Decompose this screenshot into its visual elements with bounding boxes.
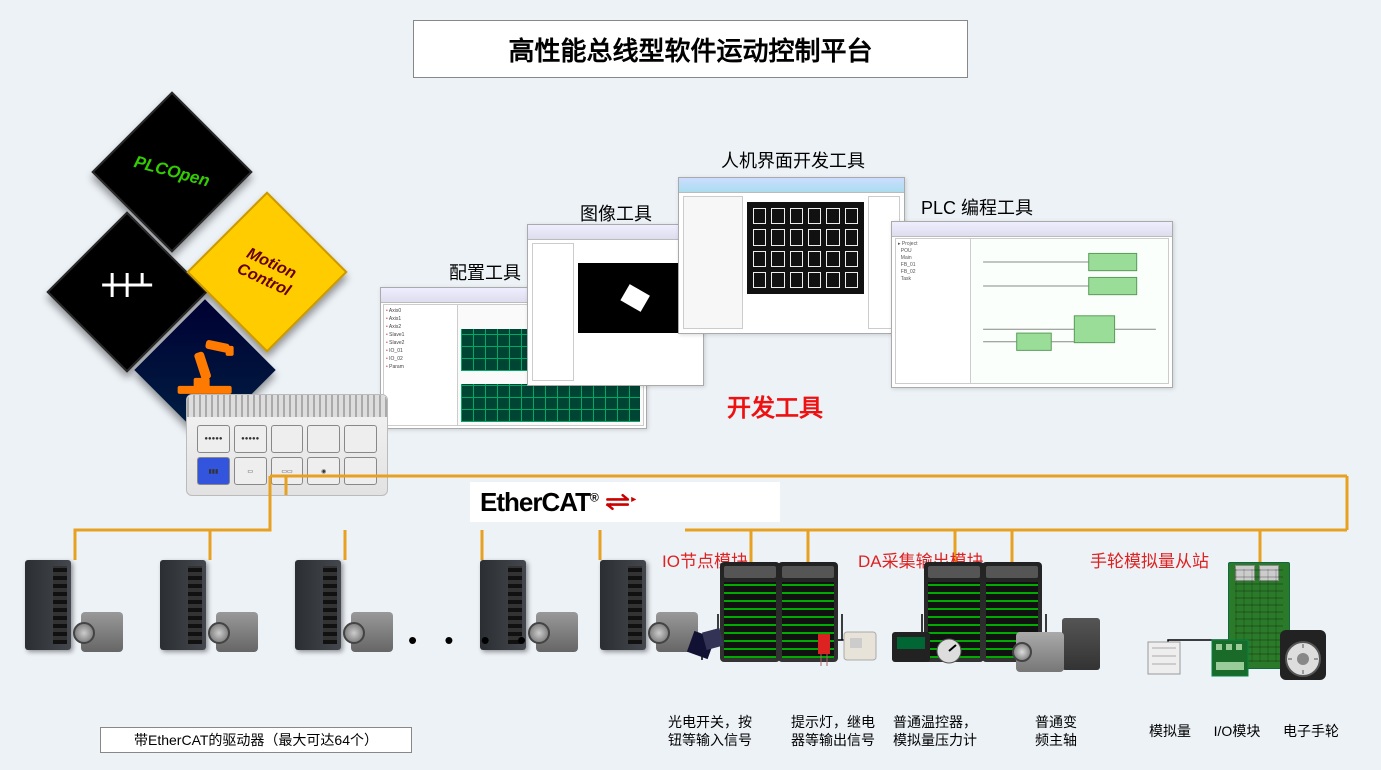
wheel-sub-2: I/O模块 bbox=[1202, 722, 1272, 740]
ethercat-name: EtherCAT bbox=[480, 487, 590, 517]
drive-ellipsis: • • • • bbox=[408, 625, 536, 656]
controller-ipc: ●●●●● ●●●●● ▮▮▮ ▭ ▭▭ ◉ bbox=[186, 394, 388, 496]
ethercat-reg: ® bbox=[590, 490, 598, 504]
window-hmi-tool bbox=[678, 177, 905, 334]
port-vga: ▮▮▮ bbox=[197, 457, 230, 485]
opto-switch-icon bbox=[682, 626, 730, 675]
wheel-sub-1: 模拟量 bbox=[1140, 722, 1200, 740]
temp-controller-icon bbox=[890, 626, 934, 673]
servo-drives-row bbox=[25, 560, 665, 710]
servo-drive bbox=[25, 560, 145, 650]
wheel-sub-3: 电子手轮 bbox=[1276, 722, 1346, 740]
label-config-tool: 配置工具 bbox=[449, 259, 521, 285]
title-banner: 高性能总线型软件运动控制平台 bbox=[413, 20, 968, 78]
port-usb: ▭▭ bbox=[271, 457, 304, 485]
badge-plcopen-label: PLCOpen bbox=[132, 152, 212, 191]
io-sub-caption-1: 光电开关，按 钮等输入信号 bbox=[655, 713, 765, 749]
da-sub-caption-2: 普通变 频主轴 bbox=[1016, 713, 1096, 749]
servo-drive bbox=[160, 560, 280, 650]
servo-drive bbox=[295, 560, 415, 650]
analog-terminal-icon bbox=[1146, 636, 1186, 685]
pressure-gauge-icon bbox=[934, 636, 964, 671]
port-com1: ●●●●● bbox=[197, 425, 230, 453]
robot-arm-icon bbox=[170, 338, 240, 403]
vfd-motor bbox=[1016, 618, 1106, 674]
window-plc-tool: ▸ Project POU Main FB_01 FB_02 Task bbox=[891, 221, 1173, 388]
ethercat-arrow-icon bbox=[604, 493, 638, 511]
label-image-tool: 图像工具 bbox=[580, 200, 652, 226]
port-com2: ●●●●● bbox=[234, 425, 267, 453]
io-terminal-icon bbox=[1208, 636, 1252, 685]
label-dev-tools: 开发工具 bbox=[727, 388, 823, 423]
io-sub-caption-2: 提示灯，继电 器等输出信号 bbox=[778, 713, 888, 749]
handwheel-icon bbox=[1274, 626, 1332, 689]
ladder-icon bbox=[97, 265, 157, 319]
port-dc: ◉ bbox=[307, 457, 340, 485]
label-hmi-tool: 人机界面开发工具 bbox=[721, 147, 865, 173]
da-sub-caption-1: 普通温控器， 模拟量压力计 bbox=[880, 713, 990, 749]
ethercat-logo: EtherCAT® bbox=[470, 482, 780, 522]
label-plc-tool: PLC 编程工具 bbox=[921, 194, 1033, 220]
port-lan: ▭ bbox=[234, 457, 267, 485]
label-wheel-module: 手轮模拟量从站 bbox=[1090, 547, 1209, 572]
led-icon bbox=[814, 632, 834, 671]
drive-caption: 带EtherCAT的驱动器（最大可达64个） bbox=[100, 727, 412, 753]
relay-icon bbox=[840, 626, 884, 673]
